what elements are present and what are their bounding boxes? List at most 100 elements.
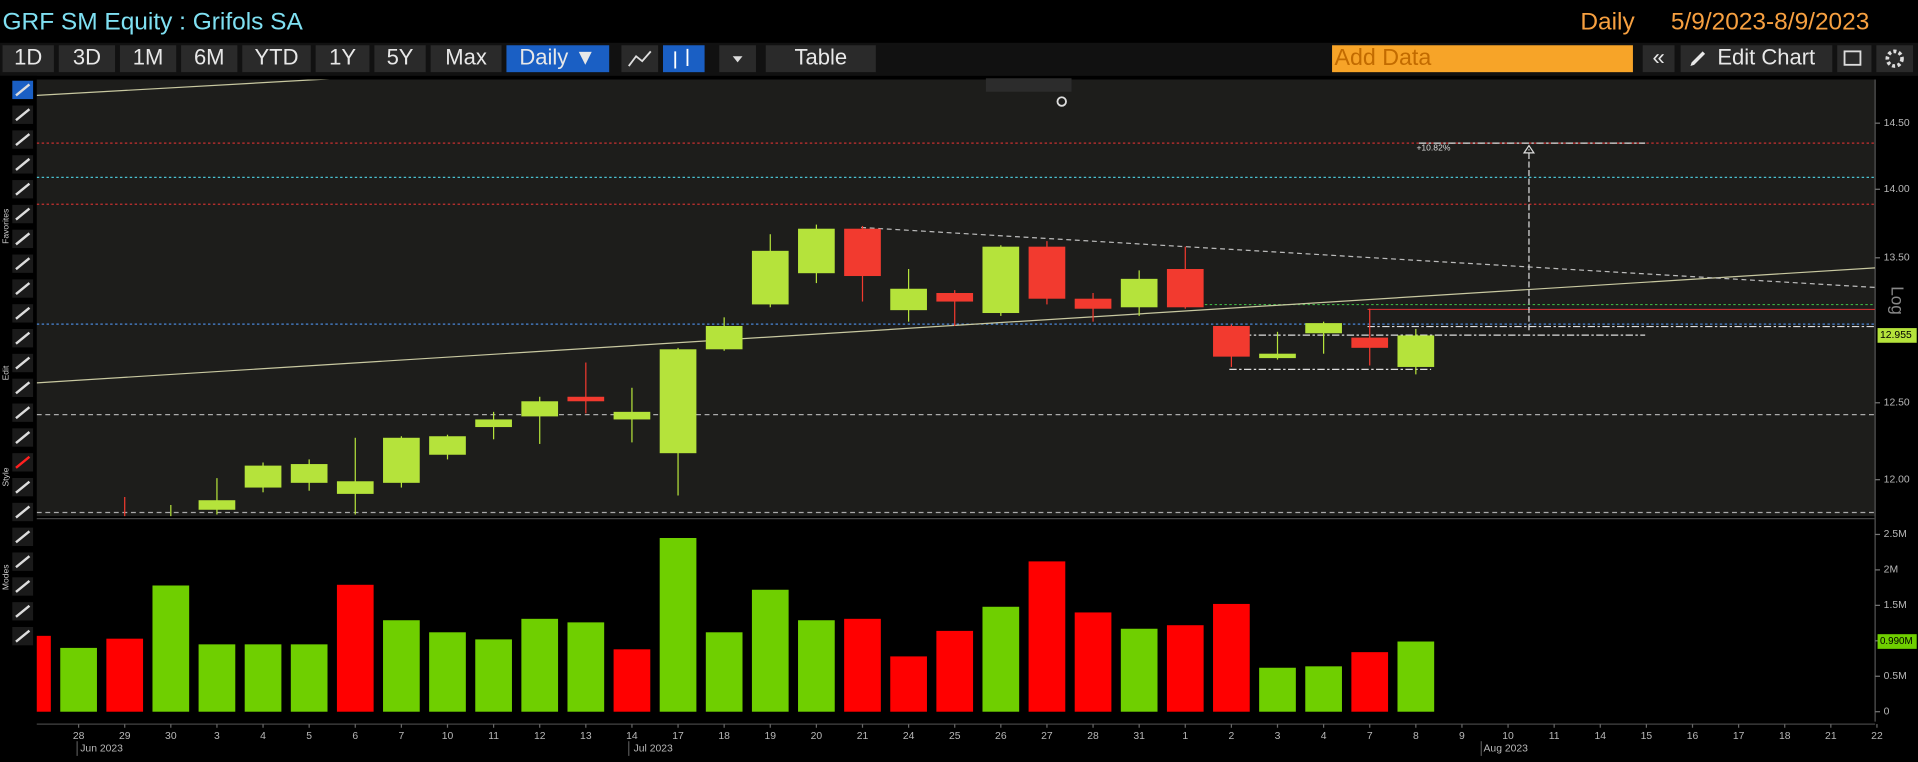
x-tick-label: 7 <box>1367 731 1373 742</box>
edit-chart-button[interactable] <box>1680 45 1833 73</box>
toolbar-button-label: Max <box>445 45 487 70</box>
volume-bar <box>1259 667 1296 712</box>
date-range: 5/9/2023-8/9/2023 <box>1671 9 1870 36</box>
volume-bar <box>383 620 420 712</box>
x-tick-label: 17 <box>1733 731 1745 742</box>
volume-bar <box>659 537 697 712</box>
candle-body <box>1166 268 1204 308</box>
tool-glyph <box>15 331 31 345</box>
volume-bar <box>890 656 927 712</box>
x-tick-label: 4 <box>260 731 266 742</box>
volume-bar <box>798 620 835 712</box>
tool-glyph <box>15 83 31 97</box>
x-tick-label: 1 <box>1182 731 1188 742</box>
pencil-icon <box>1690 51 1706 67</box>
mini-settings[interactable] <box>1056 96 1067 107</box>
tool-glyph <box>15 182 31 196</box>
volume-bar <box>60 647 97 712</box>
x-tick-label: 21 <box>1825 731 1837 742</box>
measure-annotation: +10.82% <box>1416 142 1450 152</box>
volume-bar <box>1213 603 1250 712</box>
x-tick-label: 31 <box>1133 731 1145 742</box>
candle-chart-icon <box>674 48 689 69</box>
add-data-field[interactable] <box>1332 45 1633 73</box>
x-tick-label: 4 <box>1321 731 1327 742</box>
candle-body <box>383 437 420 483</box>
candle-body <box>1028 246 1066 299</box>
toolbar-button[interactable] <box>58 45 116 73</box>
y-tick-label: 13.50 <box>1884 253 1910 264</box>
candle-body <box>198 500 236 510</box>
toolbar-button[interactable] <box>374 45 426 73</box>
toolbar-button[interactable] <box>181 45 238 73</box>
toolbar-button-label: 1D <box>14 45 42 70</box>
volume-bar <box>613 649 651 712</box>
toolbar-button[interactable] <box>315 45 370 73</box>
x-tick-label: 7 <box>398 731 404 742</box>
collapse-button[interactable] <box>1642 45 1675 73</box>
toolbar-button[interactable] <box>2 45 54 73</box>
x-tick-label: 3 <box>1275 731 1281 742</box>
annotate-icon <box>1843 50 1862 66</box>
x-tick-label: 12 <box>534 731 546 742</box>
toolbar-button[interactable] <box>506 45 610 73</box>
toolbar-button-label: 6M <box>194 45 225 70</box>
x-tick-label: 27 <box>1041 731 1053 742</box>
toolbar-button[interactable] <box>430 45 502 73</box>
y-tick-label: 12.00 <box>1884 474 1910 485</box>
tool-glyph <box>15 406 31 420</box>
log-label: Log <box>1887 286 1906 315</box>
toolbar-button-label: Daily ▼ <box>519 45 596 70</box>
sidebar-section: Favorites <box>0 209 10 244</box>
tool-glyph <box>15 555 31 569</box>
drawing-tools <box>36 79 1876 514</box>
y-tick-label: 12.50 <box>1884 398 1910 409</box>
x-tick-label: 28 <box>73 731 85 742</box>
collapse-icon: « <box>1652 45 1664 70</box>
sidebar-section: Modes <box>0 564 10 590</box>
volume-tick-label: 0 <box>1884 706 1890 717</box>
mini-toolbar[interactable] <box>985 78 1072 92</box>
volume-bar <box>475 639 512 712</box>
x-tick-label: 28 <box>1087 731 1099 742</box>
candle-body <box>1305 323 1342 334</box>
candle-body <box>751 250 789 305</box>
settings-button[interactable] <box>1876 45 1914 73</box>
tool-glyph <box>15 604 31 618</box>
candle-body <box>982 246 1020 314</box>
x-tick-label: 25 <box>949 731 961 742</box>
month-label: Jun 2023 <box>80 743 123 754</box>
volume-bar <box>1397 641 1435 712</box>
toolbar-button-label: 1Y <box>329 45 356 70</box>
x-tick-label: 8 <box>1413 731 1419 742</box>
trendline <box>36 267 1876 384</box>
toolbar-button[interactable] <box>242 45 311 73</box>
candle-body <box>429 436 466 455</box>
x-tick-label: 6 <box>352 731 358 742</box>
volume-bar <box>244 644 282 712</box>
volume-bar <box>1074 612 1112 712</box>
x-tick-label: 22 <box>1871 731 1883 742</box>
candle-chart-button[interactable] <box>663 45 705 73</box>
toolbar-button[interactable] <box>765 45 876 73</box>
volume-tick-label: 0.5M <box>1884 671 1907 682</box>
annotate-button[interactable] <box>1837 45 1872 73</box>
toolbar-button-label: Table <box>794 45 847 70</box>
x-tick-label: 15 <box>1641 731 1653 742</box>
volume-bar <box>1166 625 1204 712</box>
x-tick-label: 19 <box>765 731 777 742</box>
settings-icon <box>1885 49 1904 68</box>
tool-glyph <box>15 530 31 544</box>
candle-body <box>1397 335 1435 367</box>
x-tick-label: 14 <box>1595 731 1607 742</box>
sidebar-section: Style <box>0 467 10 486</box>
tool-glyph <box>15 480 31 494</box>
toolbar-button[interactable] <box>119 45 177 73</box>
x-tick-label: 13 <box>580 731 592 742</box>
candle-body <box>705 326 743 350</box>
x-tick-label: 9 <box>1459 731 1465 742</box>
tool-glyph <box>15 207 31 221</box>
toolbar-button-label: 3D <box>73 45 101 70</box>
volume-bar <box>36 635 51 712</box>
toolbar-button-label: 1M <box>133 45 164 70</box>
